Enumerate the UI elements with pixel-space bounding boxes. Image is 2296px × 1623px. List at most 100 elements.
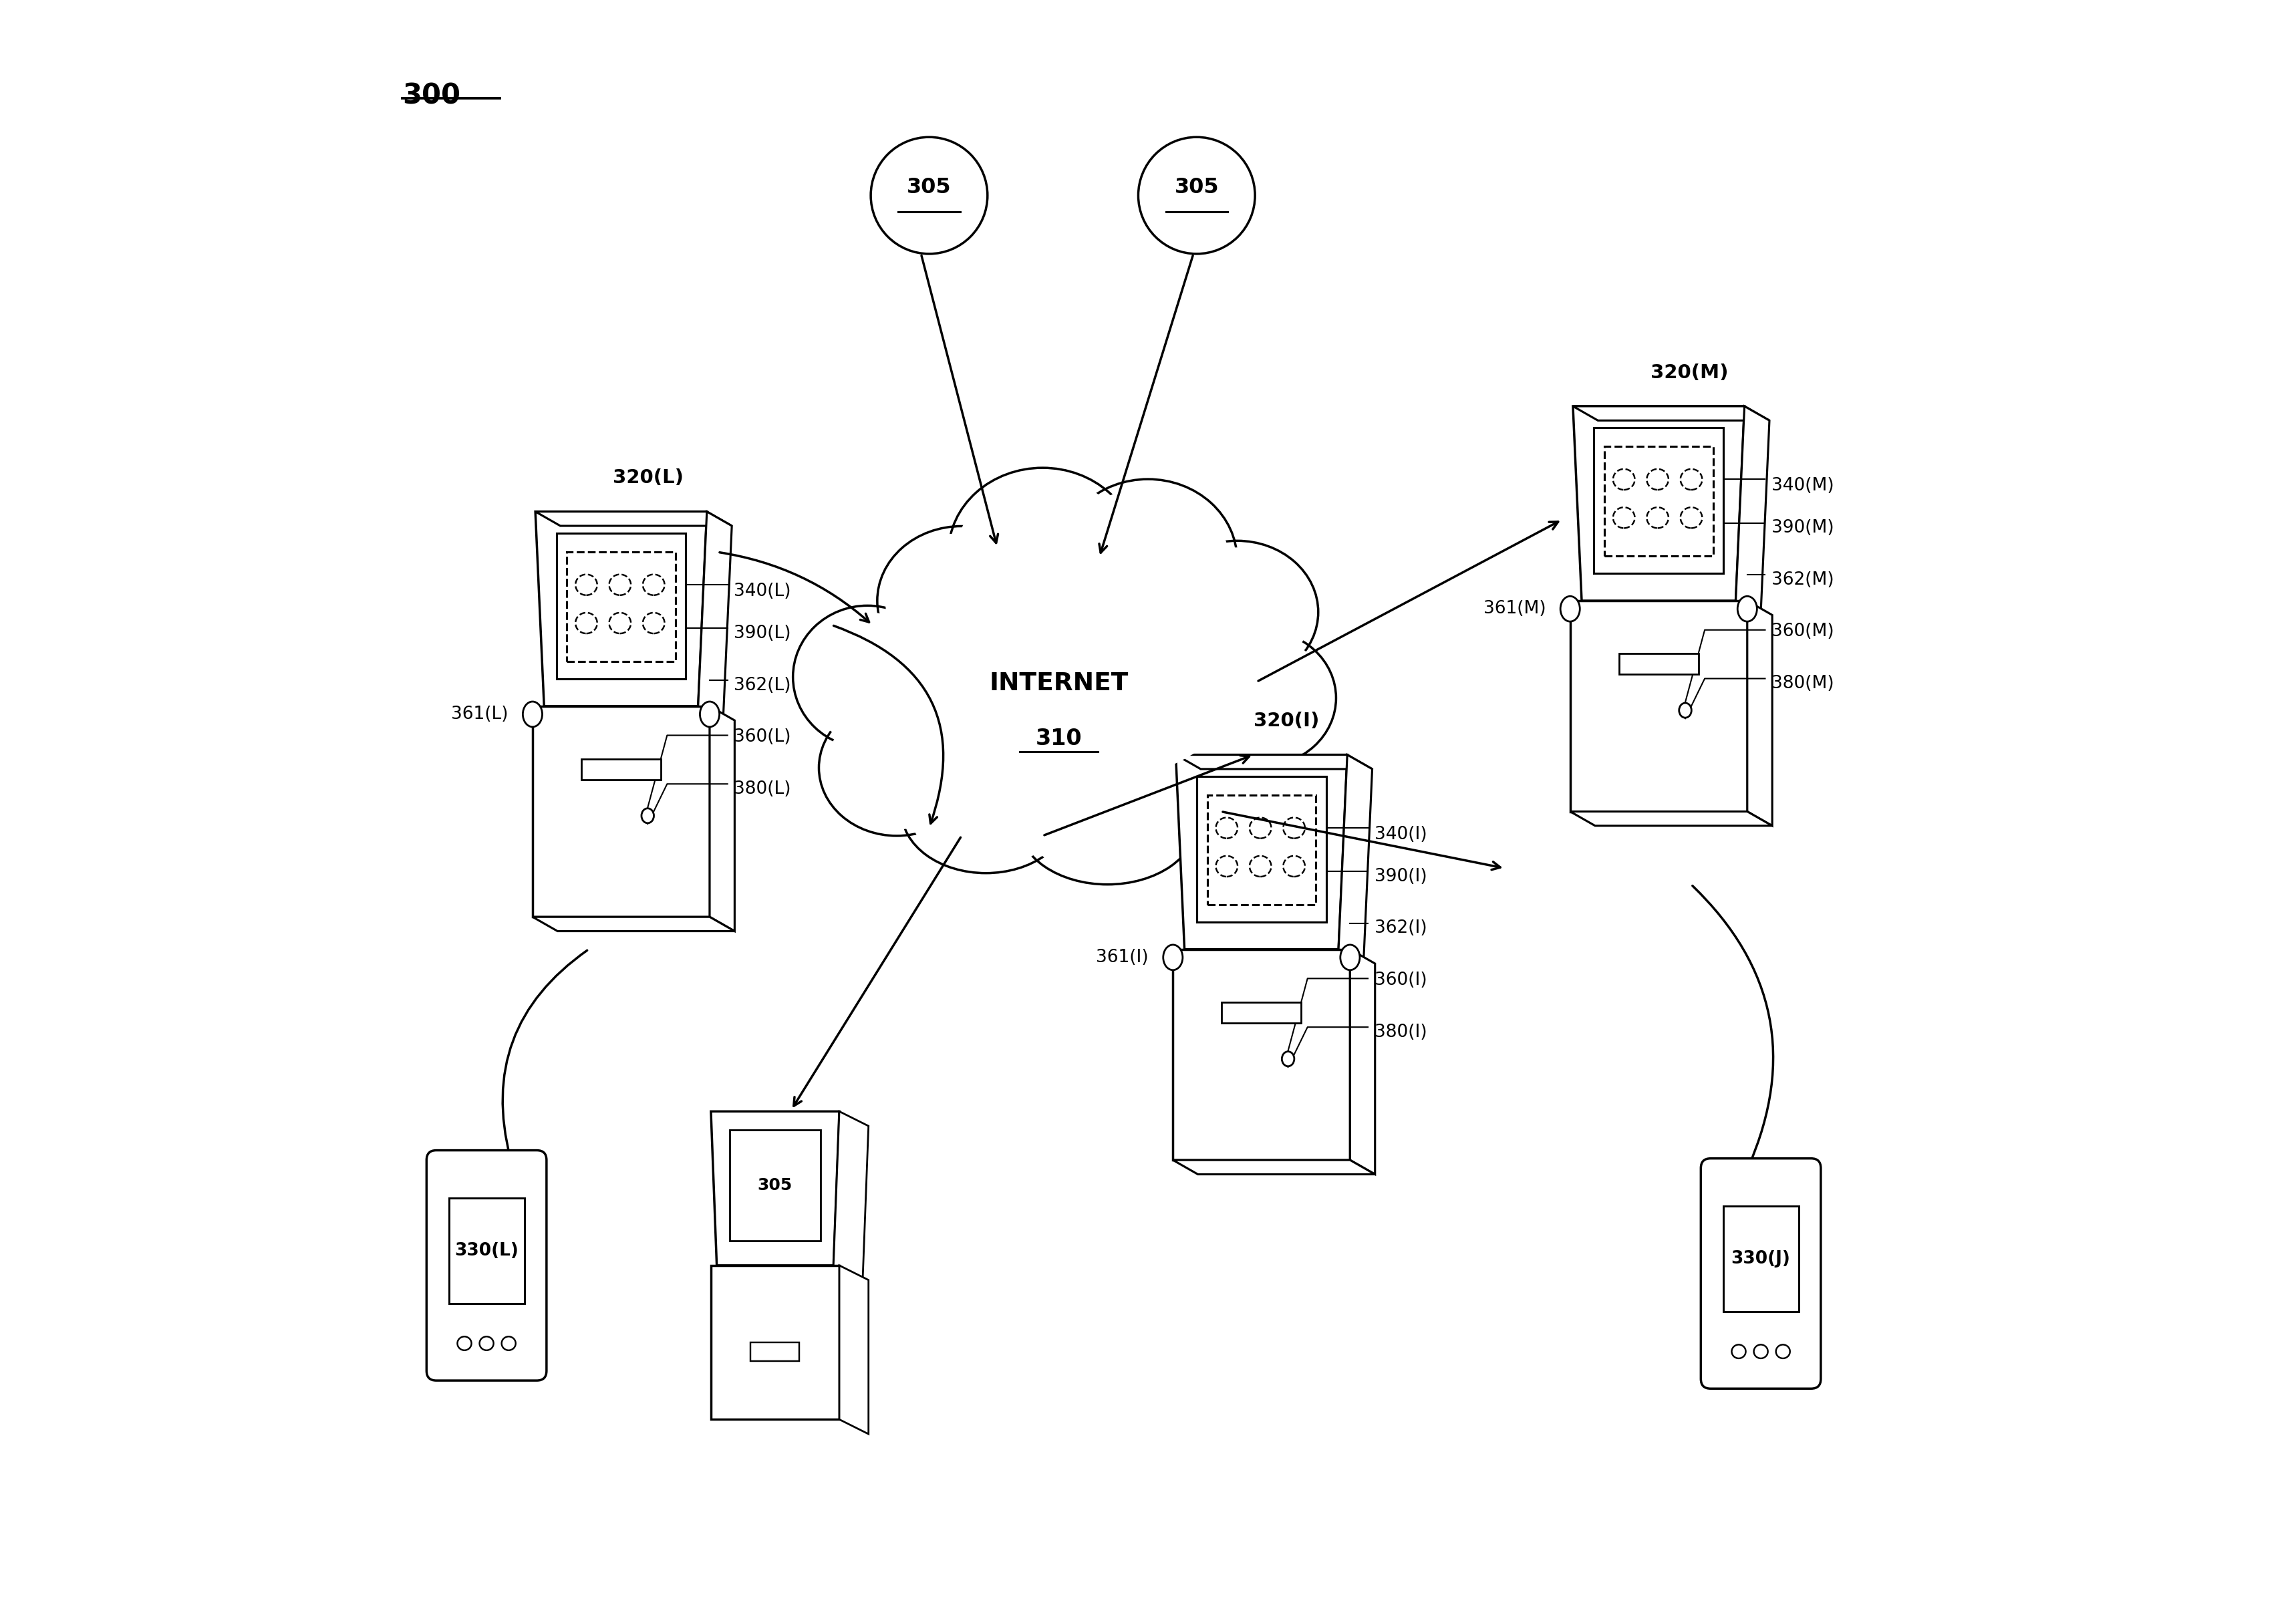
FancyBboxPatch shape [1208,795,1316,904]
Ellipse shape [870,136,987,253]
Ellipse shape [1139,136,1256,253]
Polygon shape [1339,755,1373,964]
Ellipse shape [957,476,1127,628]
Polygon shape [1176,755,1348,949]
Ellipse shape [948,467,1137,636]
Ellipse shape [1139,725,1302,855]
Ellipse shape [909,756,1061,867]
Text: 310: 310 [1035,727,1081,750]
FancyBboxPatch shape [427,1151,546,1381]
Ellipse shape [641,808,654,823]
Ellipse shape [792,605,941,748]
Text: 361(L): 361(L) [450,706,507,722]
Text: INTERNET: INTERNET [990,672,1127,696]
Ellipse shape [480,1337,494,1350]
FancyBboxPatch shape [567,552,675,662]
Text: 360(M): 360(M) [1773,623,1835,641]
Ellipse shape [1561,596,1580,622]
Ellipse shape [1283,818,1304,839]
Ellipse shape [1217,818,1238,839]
Ellipse shape [1019,761,1196,885]
Ellipse shape [1731,1344,1745,1358]
FancyBboxPatch shape [448,1198,523,1303]
FancyBboxPatch shape [751,1342,799,1362]
Ellipse shape [501,1337,517,1350]
Text: 390(M): 390(M) [1773,519,1835,537]
Ellipse shape [608,613,631,633]
Ellipse shape [877,526,1047,675]
Ellipse shape [1754,1344,1768,1358]
Ellipse shape [1187,630,1336,766]
Text: 305: 305 [758,1177,792,1193]
FancyBboxPatch shape [1701,1159,1821,1389]
Ellipse shape [820,700,974,836]
Polygon shape [533,706,709,917]
Ellipse shape [1026,768,1187,878]
Polygon shape [1570,601,1747,812]
Text: 305: 305 [907,177,951,198]
Ellipse shape [1646,469,1669,490]
Ellipse shape [1164,945,1182,971]
Ellipse shape [1058,479,1238,641]
Text: 380(L): 380(L) [735,781,792,797]
Ellipse shape [700,701,719,727]
Ellipse shape [576,575,597,596]
Ellipse shape [1249,855,1272,876]
FancyBboxPatch shape [1619,654,1699,675]
Ellipse shape [1068,487,1228,633]
FancyBboxPatch shape [581,760,661,781]
Text: 390(I): 390(I) [1375,868,1426,885]
Polygon shape [535,511,707,706]
Ellipse shape [1678,703,1692,717]
Polygon shape [556,532,687,678]
Polygon shape [535,511,732,526]
Text: 390(L): 390(L) [735,625,792,643]
Ellipse shape [1164,549,1311,677]
Ellipse shape [1249,818,1272,839]
Ellipse shape [1194,636,1329,760]
Polygon shape [698,511,732,721]
Text: 320(L): 320(L) [613,469,684,487]
Text: 320(M): 320(M) [1651,364,1729,381]
Ellipse shape [523,701,542,727]
FancyBboxPatch shape [1221,1001,1302,1022]
Polygon shape [1573,406,1745,601]
Ellipse shape [643,575,664,596]
Ellipse shape [608,575,631,596]
Ellipse shape [457,1337,471,1350]
Ellipse shape [1646,508,1669,527]
FancyBboxPatch shape [730,1130,820,1240]
Text: 380(M): 380(M) [1773,675,1835,693]
Polygon shape [1747,601,1773,826]
Ellipse shape [576,613,597,633]
Polygon shape [1593,427,1724,573]
Polygon shape [533,917,735,932]
Ellipse shape [1614,508,1635,527]
Ellipse shape [1217,855,1238,876]
Text: 361(I): 361(I) [1095,949,1148,966]
Text: 340(I): 340(I) [1375,826,1426,842]
Polygon shape [1173,1160,1375,1175]
Polygon shape [840,1266,868,1435]
Polygon shape [709,706,735,932]
Polygon shape [712,1266,840,1420]
FancyBboxPatch shape [1722,1206,1798,1311]
Polygon shape [1350,949,1375,1175]
Text: 330(L): 330(L) [455,1242,519,1259]
Ellipse shape [1283,855,1304,876]
Ellipse shape [827,706,967,829]
Ellipse shape [643,613,664,633]
Polygon shape [1736,406,1770,615]
Text: 362(M): 362(M) [1773,571,1835,589]
Ellipse shape [1341,945,1359,971]
Text: 340(M): 340(M) [1773,477,1835,495]
Text: 380(I): 380(I) [1375,1024,1426,1040]
Text: 360(L): 360(L) [735,729,792,747]
Ellipse shape [886,534,1038,669]
Text: 320(I): 320(I) [1254,712,1320,730]
Polygon shape [1196,776,1327,922]
Ellipse shape [801,613,934,742]
Text: 362(I): 362(I) [1375,920,1426,936]
Polygon shape [712,1112,840,1266]
FancyBboxPatch shape [1605,446,1713,557]
